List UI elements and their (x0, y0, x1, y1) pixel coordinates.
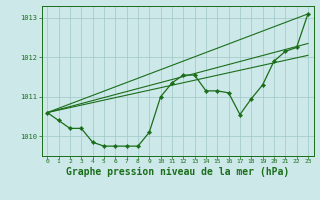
X-axis label: Graphe pression niveau de la mer (hPa): Graphe pression niveau de la mer (hPa) (66, 167, 289, 177)
